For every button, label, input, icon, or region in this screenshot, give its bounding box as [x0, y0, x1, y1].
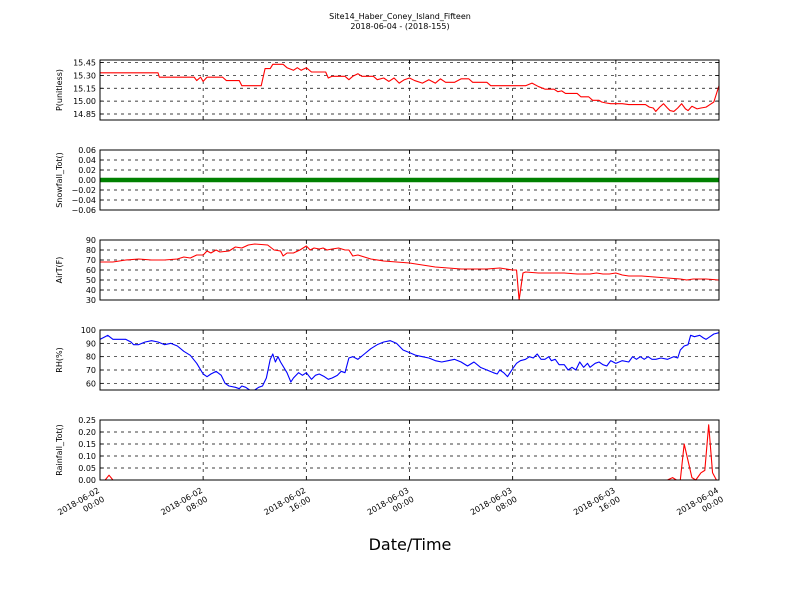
y-tick-label: 15.45	[73, 59, 96, 68]
y-tick-label: 90	[86, 339, 96, 348]
x-tick-label: 2018-06-0400:00	[675, 486, 725, 526]
chart-title-line1: Site14_Haber_Coney_Island_Fifteen	[329, 12, 471, 21]
series-line	[100, 63, 720, 112]
x-tick-label: 2018-06-0216:00	[263, 486, 313, 526]
y-tick-label: 50	[86, 276, 96, 285]
y-tick-label: 0.20	[78, 428, 96, 437]
axes-frame	[99, 59, 720, 121]
y-tick-label: 14.85	[73, 110, 96, 119]
x-axis-label: Date/Time	[369, 535, 452, 554]
y-tick-label: 15.00	[73, 97, 96, 106]
y-axis-label: Snowfall_Tot()	[55, 152, 64, 208]
chart-title-line2: 2018-06-04 - (2018-155)	[350, 22, 449, 31]
series-line	[100, 243, 720, 301]
panel-1: −0.06−0.04−0.020.000.020.040.06 Snowfall_…	[55, 146, 720, 215]
y-tick-label: 0.15	[78, 440, 96, 449]
series-line	[100, 424, 719, 481]
y-tick-label: 0.02	[78, 166, 96, 175]
y-tick-label: 70	[86, 366, 96, 375]
y-tick-label: −0.06	[71, 206, 96, 215]
x-tick-label: 2018-06-0316:00	[572, 486, 622, 526]
x-tick-label: 2018-06-0300:00	[366, 486, 416, 526]
axes-frame	[99, 419, 720, 481]
x-tick-label: 2018-06-0200:00	[56, 486, 106, 526]
y-tick-label: 0.05	[78, 464, 96, 473]
axes-frame	[99, 329, 720, 391]
y-tick-label: 0.00	[78, 176, 96, 185]
y-axis-label: Rainfall_Tot()	[55, 424, 64, 476]
y-axis-label: RH(%)	[55, 347, 64, 372]
y-tick-label: 60	[86, 266, 96, 275]
y-tick-label: −0.02	[71, 186, 96, 195]
y-tick-label: 0.04	[78, 156, 96, 165]
y-axis-label: P(unitless)	[55, 69, 64, 111]
y-tick-label: 90	[86, 236, 96, 245]
y-tick-label: 30	[86, 296, 96, 305]
axes-frame	[99, 149, 720, 211]
x-tick-label: 2018-06-0208:00	[159, 486, 209, 526]
y-tick-label: 0.10	[78, 452, 96, 461]
x-tick-label: 2018-06-0308:00	[469, 486, 519, 526]
panels: 14.85 15.00 15.15 15.30 15.45 P(unitless) −0.0…	[55, 59, 720, 485]
panel-0: 14.85 15.00 15.15 15.30 15.45 P(unitless)	[55, 59, 720, 121]
y-tick-label: 80	[86, 246, 96, 255]
y-tick-label: 70	[86, 256, 96, 265]
y-axis-label: AirT(F)	[55, 257, 64, 284]
axes-frame	[99, 239, 720, 301]
y-tick-label: −0.04	[71, 196, 96, 205]
y-tick-label: 60	[86, 379, 96, 388]
panel-4: 0.00 0.05 0.10 0.15 0.20 0.25 Rainfall_Tot()	[55, 416, 720, 485]
y-tick-label: 0.06	[78, 146, 96, 155]
y-tick-label: 15.30	[73, 71, 96, 80]
y-tick-label: 15.15	[73, 84, 96, 93]
y-tick-label: 0.25	[78, 416, 96, 425]
y-tick-label: 40	[86, 286, 96, 295]
y-tick-label: 80	[86, 353, 96, 362]
series-line	[99, 332, 720, 391]
x-tick-labels: 2018-06-0200:00 2018-06-0208:00 2018-06-02…	[56, 486, 725, 526]
y-tick-label: 100	[81, 326, 96, 335]
y-tick-label: 0.00	[78, 476, 96, 485]
panel-3: 60 70 80 90 100 RH(%)	[55, 326, 720, 391]
